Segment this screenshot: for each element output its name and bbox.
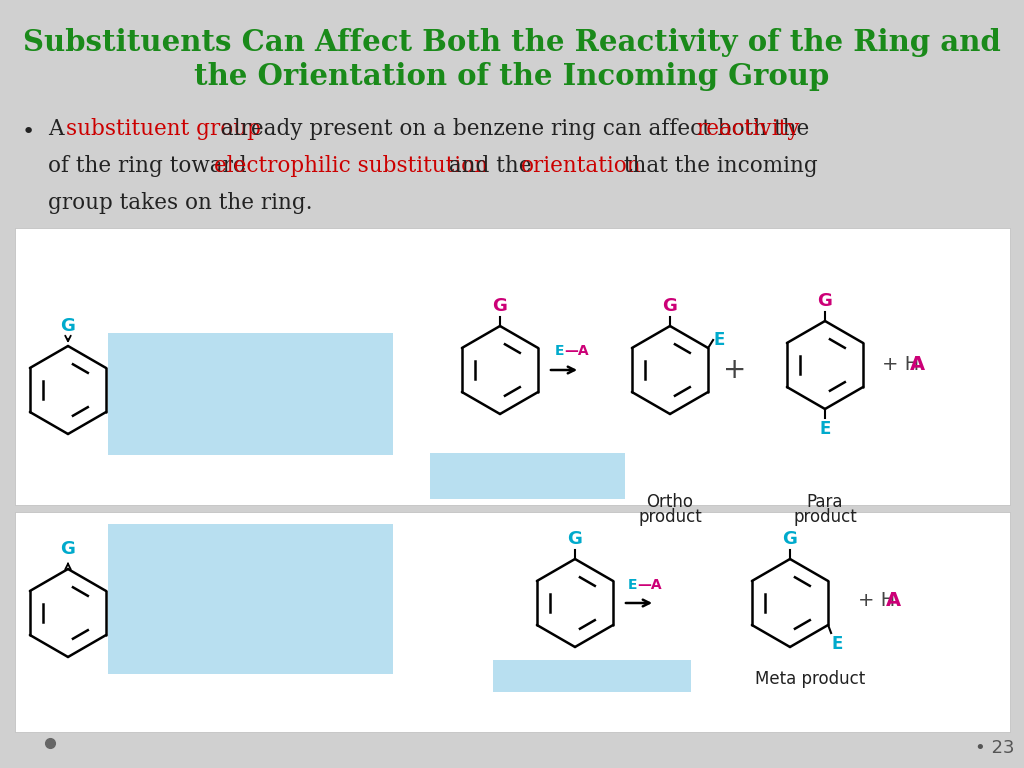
- Text: E: E: [819, 420, 830, 438]
- Text: G: G: [436, 460, 450, 478]
- Bar: [108, 524, 393, 674]
- Text: If: If: [116, 345, 135, 363]
- Text: If: If: [116, 532, 135, 550]
- Text: G: G: [782, 530, 798, 548]
- Text: A: A: [48, 118, 71, 140]
- Text: is an ortho–para: is an ortho–para: [442, 460, 572, 475]
- Text: a halogen).: a halogen).: [116, 620, 222, 638]
- Text: is a meta director.: is a meta director.: [506, 664, 650, 679]
- Text: director.: director.: [436, 479, 500, 494]
- Text: A: A: [910, 356, 925, 375]
- Text: that the incoming: that the incoming: [617, 155, 818, 177]
- Text: E: E: [628, 578, 638, 592]
- Text: and the: and the: [442, 155, 539, 177]
- Text: Para: Para: [807, 493, 843, 511]
- Text: withdraws electrons the: withdraws electrons the: [143, 532, 377, 550]
- Bar: [15, 228, 1010, 505]
- Text: G: G: [499, 664, 513, 682]
- Text: G: G: [60, 540, 76, 558]
- Text: more slowly, and at a meta: more slowly, and at a meta: [116, 576, 370, 594]
- Text: already present on a benzene ring can affect both the: already present on a benzene ring can af…: [214, 118, 816, 140]
- Text: group takes on the ring.: group takes on the ring.: [48, 192, 312, 214]
- Text: • 23: • 23: [975, 739, 1015, 757]
- Text: substituent group: substituent group: [66, 118, 260, 140]
- Text: Substituents Can Affect Both the Reactivity of the Ring and: Substituents Can Affect Both the Reactiv…: [24, 28, 1000, 57]
- Text: + H: + H: [858, 591, 895, 610]
- Text: G: G: [136, 532, 151, 550]
- Text: G: G: [567, 530, 583, 548]
- Text: faster, and at an ortho or: faster, and at an ortho or: [116, 391, 352, 409]
- Text: —A: —A: [637, 578, 662, 592]
- Text: donates electrons the: donates electrons the: [143, 345, 354, 363]
- Text: E: E: [555, 344, 564, 358]
- Text: Meta product: Meta product: [755, 670, 865, 688]
- Text: electrophilic substitution: electrophilic substitution: [214, 155, 488, 177]
- Bar: [430, 453, 625, 499]
- Text: G: G: [136, 345, 151, 363]
- Text: ring is activated; it reacts: ring is activated; it reacts: [116, 368, 358, 386]
- Text: product: product: [638, 508, 701, 526]
- Text: Ortho: Ortho: [646, 493, 693, 511]
- Text: of the ring toward: of the ring toward: [48, 155, 254, 177]
- Text: •: •: [22, 122, 35, 142]
- Bar: [108, 333, 393, 455]
- Text: reactivity: reactivity: [696, 118, 800, 140]
- Text: position (except when G is: position (except when G is: [116, 598, 365, 616]
- Text: E: E: [831, 635, 843, 653]
- Text: orientation: orientation: [521, 155, 641, 177]
- Text: A: A: [886, 591, 901, 610]
- Text: G: G: [493, 297, 508, 315]
- Bar: [493, 660, 691, 692]
- Text: + H: + H: [882, 356, 920, 375]
- Text: —A: —A: [564, 344, 589, 358]
- Text: E: E: [713, 331, 725, 349]
- Text: product: product: [794, 508, 857, 526]
- Text: G: G: [663, 297, 678, 315]
- Text: para position.: para position.: [116, 414, 246, 432]
- Text: G: G: [817, 292, 833, 310]
- Text: ring is deactivated; it reacts: ring is deactivated; it reacts: [116, 554, 382, 572]
- Text: the Orientation of the Incoming Group: the Orientation of the Incoming Group: [195, 62, 829, 91]
- Text: G: G: [60, 317, 76, 335]
- Text: +: +: [723, 356, 746, 384]
- Bar: [15, 512, 1010, 732]
